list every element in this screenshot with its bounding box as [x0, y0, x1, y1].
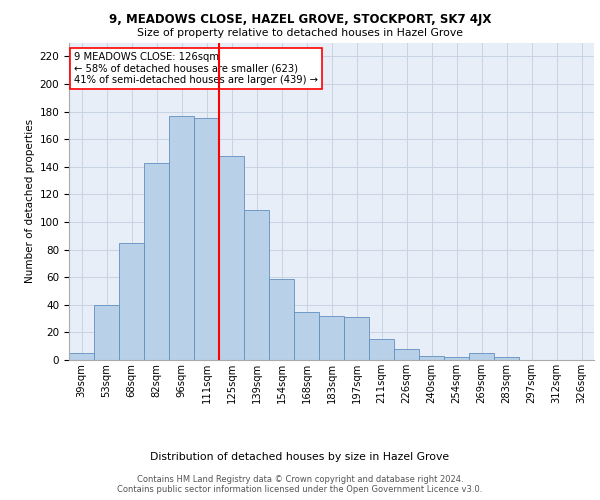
- Bar: [394, 349, 419, 360]
- Bar: [94, 305, 119, 360]
- Text: 9 MEADOWS CLOSE: 126sqm
← 58% of detached houses are smaller (623)
41% of semi-d: 9 MEADOWS CLOSE: 126sqm ← 58% of detache…: [74, 52, 318, 85]
- Text: Contains HM Land Registry data © Crown copyright and database right 2024.: Contains HM Land Registry data © Crown c…: [137, 475, 463, 484]
- Text: 9, MEADOWS CLOSE, HAZEL GROVE, STOCKPORT, SK7 4JX: 9, MEADOWS CLOSE, HAZEL GROVE, STOCKPORT…: [109, 12, 491, 26]
- Bar: [344, 317, 369, 360]
- Bar: [294, 312, 319, 360]
- Y-axis label: Number of detached properties: Number of detached properties: [25, 119, 35, 284]
- Bar: [494, 357, 519, 360]
- Bar: [69, 353, 94, 360]
- Bar: [444, 357, 469, 360]
- Text: Size of property relative to detached houses in Hazel Grove: Size of property relative to detached ho…: [137, 28, 463, 38]
- Bar: [219, 156, 244, 360]
- Text: Contains public sector information licensed under the Open Government Licence v3: Contains public sector information licen…: [118, 485, 482, 494]
- Bar: [369, 340, 394, 360]
- Bar: [319, 316, 344, 360]
- Bar: [119, 242, 144, 360]
- Bar: [469, 353, 494, 360]
- Bar: [194, 118, 219, 360]
- Bar: [244, 210, 269, 360]
- Bar: [419, 356, 444, 360]
- Bar: [144, 162, 169, 360]
- Bar: [169, 116, 194, 360]
- Text: Distribution of detached houses by size in Hazel Grove: Distribution of detached houses by size …: [151, 452, 449, 462]
- Bar: [269, 278, 294, 360]
